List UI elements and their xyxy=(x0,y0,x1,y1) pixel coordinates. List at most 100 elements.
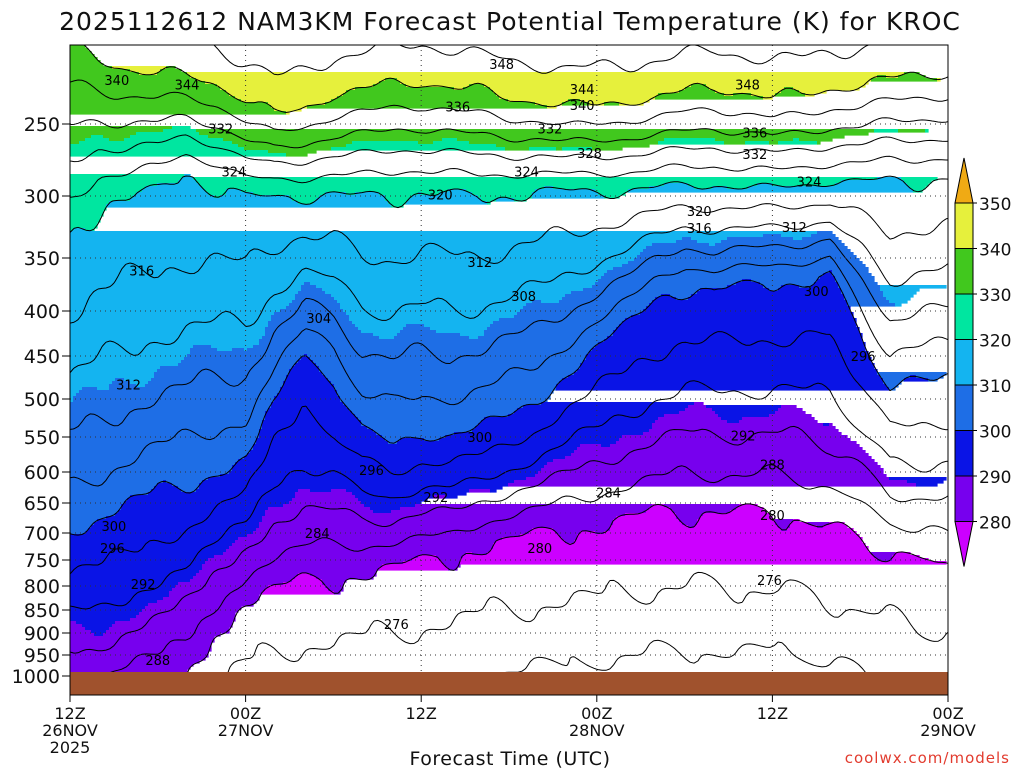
theta-cell xyxy=(106,516,263,520)
theta-cell xyxy=(541,468,884,472)
theta-cell xyxy=(532,195,605,199)
theta-cell xyxy=(346,489,470,493)
theta-cell xyxy=(160,366,293,370)
theta-cell xyxy=(895,303,902,307)
colorbar-band-6 xyxy=(954,475,974,522)
contour-label-31: 292 xyxy=(423,491,448,506)
contour-328 xyxy=(70,134,948,166)
theta-cell xyxy=(790,525,818,529)
x-tick-label-60-1: 29NOV xyxy=(920,721,976,740)
theta-cell xyxy=(889,477,947,481)
theta-cell xyxy=(385,195,413,199)
theta-cell xyxy=(514,315,632,319)
contour-label-9: 336 xyxy=(742,127,767,142)
theta-cell xyxy=(406,324,425,328)
theta-cell xyxy=(514,480,908,484)
theta-cell xyxy=(715,90,782,94)
theta-cell xyxy=(265,333,374,337)
theta-cell xyxy=(580,99,650,103)
theta-cell xyxy=(70,108,275,112)
theta-cell xyxy=(127,498,293,502)
theta-cell xyxy=(70,531,86,535)
colorbar-band-4 xyxy=(954,384,974,431)
theta-cell xyxy=(250,450,575,454)
theta-cell xyxy=(70,579,191,583)
theta-cell xyxy=(304,282,311,286)
theta-cell xyxy=(70,522,95,526)
theta-cell xyxy=(634,258,860,262)
theta-cell xyxy=(622,435,848,439)
theta-cell xyxy=(181,489,197,493)
theta-cell xyxy=(532,192,599,196)
theta-cell xyxy=(232,543,494,547)
contour-label-27: 292 xyxy=(731,429,756,444)
theta-cell xyxy=(148,492,296,496)
theta-cell xyxy=(322,372,575,376)
theta-cell xyxy=(70,540,236,544)
theta-cell xyxy=(343,309,521,313)
theta-cell xyxy=(70,651,209,655)
theta-cell xyxy=(70,621,77,625)
colorbar-band-2 xyxy=(954,293,974,340)
theta-cell xyxy=(190,348,218,352)
theta-cell xyxy=(70,138,86,142)
theta-cell xyxy=(529,531,557,535)
theta-cell xyxy=(418,555,437,559)
credit-text[interactable]: coolwx.com/models xyxy=(845,749,1010,767)
theta-cell xyxy=(70,78,197,82)
theta-cell xyxy=(220,87,356,91)
theta-cell xyxy=(286,111,290,115)
theta-cell xyxy=(178,582,284,586)
theta-cell xyxy=(403,561,443,565)
theta-cell xyxy=(70,456,245,460)
theta-cell xyxy=(556,531,581,535)
theta-cell xyxy=(421,192,440,196)
theta-cell xyxy=(544,465,881,469)
theta-cell xyxy=(70,414,266,418)
theta-cell xyxy=(487,201,491,205)
theta-cell xyxy=(736,282,761,286)
theta-cell xyxy=(70,618,131,622)
theta-cell xyxy=(286,306,341,310)
theta-cell xyxy=(313,360,584,364)
theta-cell xyxy=(70,51,92,55)
theta-cell xyxy=(70,90,227,94)
theta-cell xyxy=(169,594,260,598)
theta-cell xyxy=(259,525,611,529)
theta-cell xyxy=(646,306,851,310)
theta-cell xyxy=(823,525,848,529)
theta-cell xyxy=(898,75,926,79)
theta-cell xyxy=(343,93,497,97)
theta-cell xyxy=(70,255,638,259)
theta-cell xyxy=(70,318,272,322)
theta-cell xyxy=(292,366,320,370)
theta-cell xyxy=(70,273,605,277)
theta-cell xyxy=(70,300,293,304)
theta-cell xyxy=(835,183,908,187)
y-tick-label-350: 350 xyxy=(24,248,60,270)
theta-cell xyxy=(664,414,719,418)
theta-cell xyxy=(847,300,890,304)
theta-cell xyxy=(217,84,374,88)
theta-cell xyxy=(379,336,395,340)
contour-label-40: 288 xyxy=(145,654,170,669)
theta-cell xyxy=(586,354,869,358)
contour-label-4: 340 xyxy=(570,99,595,114)
theta-cell xyxy=(883,291,917,295)
theta-cell xyxy=(310,357,587,361)
theta-cell xyxy=(70,594,170,598)
theta-cell xyxy=(70,270,608,274)
theta-cell xyxy=(70,315,272,319)
theta-cell xyxy=(619,324,857,328)
theta-cell xyxy=(190,75,878,79)
theta-cell xyxy=(259,522,614,526)
theta-cell xyxy=(658,141,725,145)
theta-cell xyxy=(700,516,773,520)
theta-cell xyxy=(70,348,191,352)
theta-cell xyxy=(70,564,203,568)
theta-cell xyxy=(97,519,263,523)
colorbar-label-350: 350 xyxy=(979,195,1011,215)
theta-cell xyxy=(643,432,842,436)
theta-cell xyxy=(145,384,284,388)
